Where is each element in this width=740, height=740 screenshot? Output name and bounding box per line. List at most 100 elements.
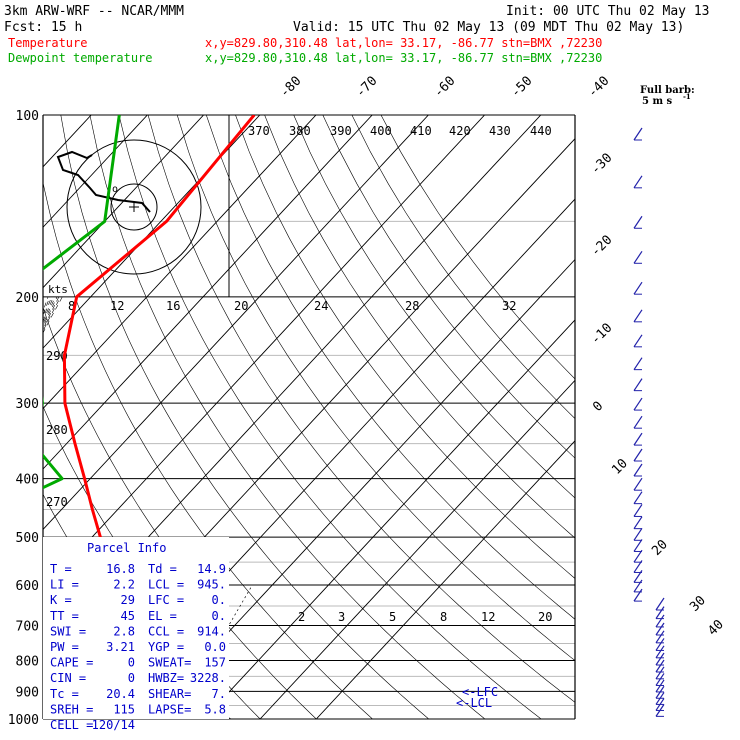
hodograph: o: [56, 139, 202, 275]
wind-barb: [633, 215, 643, 229]
wind-barb: [655, 666, 665, 680]
wind-barb: [655, 652, 665, 666]
isotherm-label: -60: [431, 74, 458, 101]
dry-adiabat: [322, 115, 575, 459]
wind-barb: [633, 309, 643, 323]
isotherm-label: -20: [588, 233, 615, 260]
isotherm-label: -30: [588, 151, 615, 178]
theta-label: 440: [530, 124, 552, 138]
parcel-row-label: CELL =: [50, 718, 93, 732]
parcel-row-value-right: 0.: [212, 609, 226, 623]
wind-barb: [633, 334, 643, 348]
dry-adiabat: [118, 115, 542, 719]
pressure-tick-label: 800: [16, 654, 39, 669]
dry-adiabat: [176, 115, 575, 661]
hodograph-speed-label: 8: [68, 299, 75, 313]
isotherm-label: 10: [609, 456, 631, 478]
hodograph-speed-label: 20: [234, 299, 248, 313]
wind-barb: [633, 250, 643, 264]
parcel-row-label-right: SHEAR=: [148, 687, 191, 701]
mixing-ratio-label: 3: [338, 610, 345, 624]
hodograph-speed-label: 28: [405, 299, 419, 313]
wind-barb: [633, 570, 643, 583]
dewpoint-legend: Dewpoint temperature: [8, 51, 153, 65]
wind-barb: [633, 516, 643, 529]
parcel-row-value: 16.8: [106, 562, 135, 576]
hodograph-ring: [66, 139, 202, 275]
pressure-tick-label: 500: [16, 531, 39, 546]
wind-barb: [655, 698, 665, 711]
isotherm-line: [43, 115, 317, 410]
parcel-row-value: 45: [121, 609, 135, 623]
hodograph-ring: [110, 183, 158, 231]
wind-barb: [633, 463, 643, 477]
parcel-row-label: CIN =: [50, 671, 86, 685]
wind-barb: [633, 579, 643, 593]
parcel-row-value: 0: [128, 671, 135, 685]
parcel-row-label: T =: [50, 562, 72, 576]
parcel-info-title: Parcel Info: [87, 541, 166, 555]
hodograph-mark: o: [112, 184, 118, 195]
theta-label: 400: [370, 124, 392, 138]
mixing-ratio-label: 5: [389, 610, 396, 624]
isotherm-line: [315, 440, 575, 719]
barb-legend-title: Full barb:: [640, 85, 695, 96]
isotherm-line: [259, 379, 575, 719]
dry-adiabat: [235, 115, 575, 579]
parcel-row-label-right: CCL =: [148, 624, 184, 638]
lfc-marker: <-LFC: [462, 685, 498, 699]
parcel-row-label-right: Td =: [148, 562, 177, 576]
hodograph-speed-label: 24: [314, 299, 328, 313]
parcel-row-label: SWI =: [50, 624, 86, 638]
parcel-row-value: 2.2: [113, 578, 135, 592]
wind-barb: [655, 606, 665, 619]
pressure-tick-label: 900: [16, 685, 39, 700]
dry-adiabat: [147, 115, 575, 703]
pressure-tick-label: 700: [16, 619, 39, 634]
wind-barb: [655, 679, 665, 693]
isotherm-line: [43, 115, 429, 531]
wind-barb: [633, 432, 643, 446]
wind-barb: [633, 415, 643, 429]
isotherm-line: [147, 258, 575, 719]
pressure-tick-label: 200: [16, 291, 39, 306]
dry-adiabat: [206, 115, 575, 620]
hodograph-speed-label: 16: [166, 299, 180, 313]
parcel-row-label: PW =: [50, 640, 79, 654]
parcel-row-label-right: SWEAT=: [148, 656, 191, 670]
model-title: 3km ARW-WRF -- NCAR/MMM: [4, 4, 184, 19]
parcel-row-label-right: LCL =: [148, 578, 184, 592]
wind-barb: [655, 630, 665, 644]
wind-barb: [633, 281, 643, 295]
parcel-row-value: 3.21: [106, 640, 135, 654]
wind-barb: [633, 539, 643, 552]
theta-side-label: 280: [46, 423, 68, 437]
hodograph-trace: [56, 150, 151, 213]
temperature-location: x,y=829.80,310.48 lat,lon= 33.17, -86.77…: [205, 36, 602, 50]
hodograph-speed-label: 12: [110, 299, 124, 313]
wind-barb: [655, 659, 665, 673]
hodograph-units: kts: [48, 283, 68, 296]
init-time: Init: 00 UTC Thu 02 May 13: [506, 4, 710, 19]
pressure-tick-label: 600: [16, 579, 39, 594]
theta-label: 430: [489, 124, 511, 138]
parcel-row-label-right: HWBZ=: [148, 671, 184, 685]
isotherm-label: -10: [588, 321, 615, 348]
isotherm-line: [203, 319, 575, 719]
isotherm-label: -70: [353, 74, 380, 101]
isotherm-label: -40: [585, 74, 612, 101]
dry-adiabat: [293, 115, 575, 499]
wind-barb: [633, 588, 643, 602]
valid-time: Valid: 15 UTC Thu 02 May 13 (09 MDT Thu …: [293, 20, 684, 35]
hodograph-center: [129, 202, 139, 212]
isotherm-label: -80: [277, 74, 304, 101]
parcel-row-value-right: 945.: [197, 578, 226, 592]
parcel-row-value-right: 0.: [212, 593, 226, 607]
theta-side-label: 290: [46, 349, 68, 363]
parcel-row-label-right: LFC =: [148, 593, 184, 607]
hodograph-speed-label: 32: [502, 299, 516, 313]
parcel-row-label: K =: [50, 593, 72, 607]
parcel-row-value: 20.4: [106, 687, 135, 701]
isotherm-line: [43, 115, 148, 228]
parcel-row-value-right: 14.9: [197, 562, 226, 576]
